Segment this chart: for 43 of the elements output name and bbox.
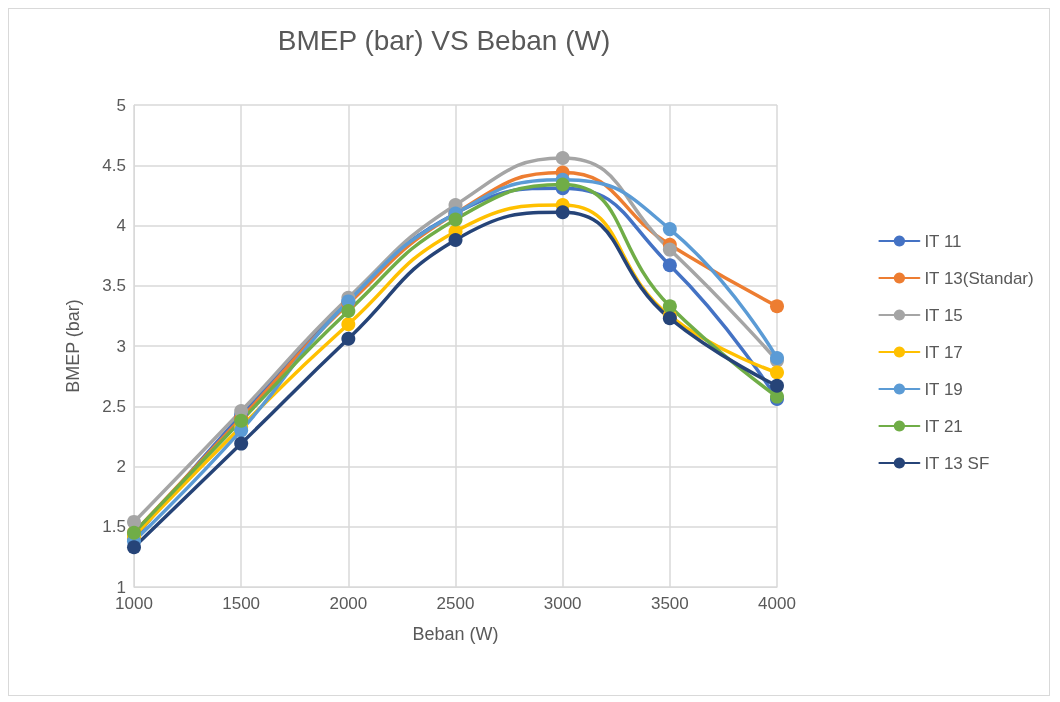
point	[770, 365, 784, 380]
x-tick-label: 1500	[222, 594, 261, 613]
y-tick-label: 2	[116, 457, 126, 476]
legend-label: IT 13(Standar)	[924, 268, 1034, 288]
point	[662, 299, 677, 314]
legend-label: IT 17	[924, 342, 963, 362]
point	[127, 540, 141, 555]
y-tick-label: 3	[116, 336, 126, 356]
y-tick-label: 4	[116, 216, 126, 235]
y-tick-label: 4.5	[102, 155, 126, 175]
point	[555, 177, 570, 192]
y-tick-label: 1	[116, 577, 126, 597]
point	[662, 242, 677, 257]
legend-label: IT 15	[924, 305, 963, 325]
point	[341, 331, 356, 346]
x-tick-label: 1000	[115, 594, 153, 613]
x-tick-label: 2000	[329, 594, 368, 613]
point	[770, 378, 784, 393]
legend-label: IT 11	[924, 231, 962, 251]
point	[341, 304, 356, 319]
legend-label: IT 21	[924, 416, 963, 436]
point	[555, 205, 570, 220]
point	[555, 151, 570, 166]
point	[448, 212, 463, 227]
x-tick-label: 2500	[436, 594, 475, 613]
point	[662, 222, 677, 237]
y-tick-label: 3.5	[102, 276, 126, 296]
x-tick-label: 4000	[758, 594, 796, 613]
y-axis-title: BMEP (bar)	[63, 299, 83, 393]
legend-label: IT 19	[924, 379, 963, 399]
x-tick-label: 3500	[650, 594, 689, 613]
x-tick-label: 3000	[543, 594, 582, 613]
point	[770, 299, 784, 314]
y-tick-label: 5	[116, 95, 126, 115]
chart-title: BMEP (bar) VS Beban (W)	[277, 24, 611, 56]
y-tick-label: 2.5	[102, 396, 126, 416]
point	[341, 317, 356, 332]
y-tick-label: 1.5	[102, 517, 126, 537]
legend-label: IT 13 SF	[924, 453, 990, 473]
point	[662, 258, 677, 273]
x-axis-title: Beban (W)	[412, 624, 499, 644]
point	[234, 436, 249, 451]
point	[448, 232, 463, 247]
